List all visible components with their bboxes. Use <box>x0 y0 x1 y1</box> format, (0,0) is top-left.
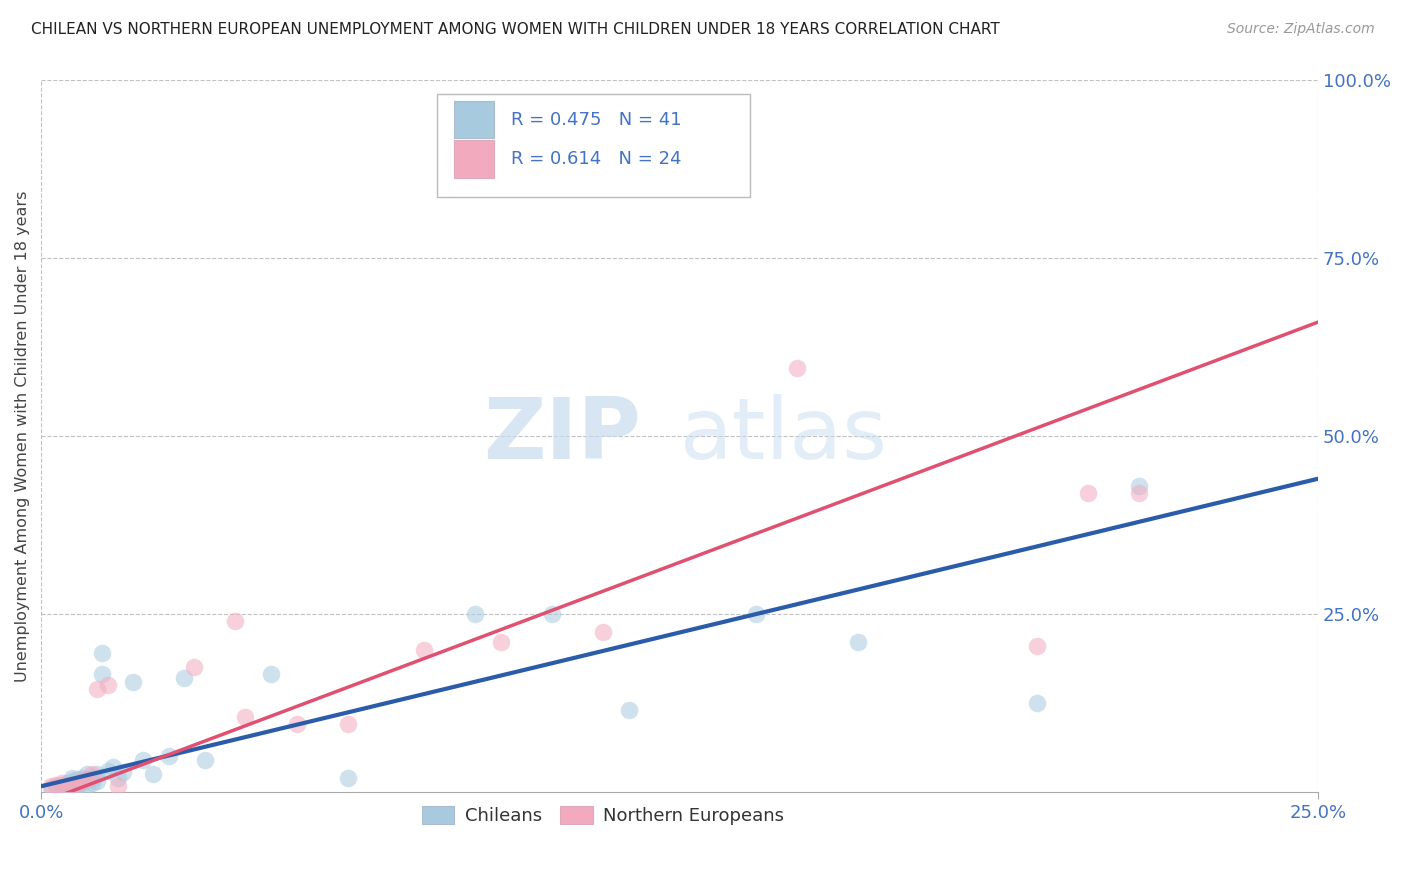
Point <box>60 771 83 785</box>
Text: CHILEAN VS NORTHERN EUROPEAN UNEMPLOYMENT AMONG WOMEN WITH CHILDREN UNDER 18 YEA: CHILEAN VS NORTHERN EUROPEAN UNEMPLOYMEN… <box>31 22 1000 37</box>
Point <box>51 778 73 792</box>
Point <box>260 667 283 681</box>
Point <box>96 678 118 692</box>
Point <box>82 776 104 790</box>
Point <box>82 771 104 785</box>
Point <box>336 771 359 785</box>
Point <box>285 717 308 731</box>
Point <box>70 771 93 785</box>
Point <box>1026 639 1049 653</box>
Point <box>1026 696 1049 710</box>
Text: ZIP: ZIP <box>484 394 641 477</box>
Point <box>86 774 108 789</box>
Y-axis label: Unemployment Among Women with Children Under 18 years: Unemployment Among Women with Children U… <box>15 190 30 681</box>
Point <box>76 779 98 793</box>
Point <box>76 772 98 786</box>
Text: Source: ZipAtlas.com: Source: ZipAtlas.com <box>1227 22 1375 37</box>
Point <box>45 779 67 793</box>
Point <box>45 778 67 792</box>
Point <box>173 671 195 685</box>
Point <box>122 674 145 689</box>
Point <box>107 771 129 785</box>
Point <box>489 635 512 649</box>
Point <box>76 767 98 781</box>
Point <box>1128 479 1150 493</box>
Point <box>91 667 114 681</box>
Point <box>745 607 768 621</box>
Point <box>96 764 118 778</box>
Point <box>541 607 564 621</box>
Point <box>55 779 77 793</box>
Point <box>51 776 73 790</box>
Point <box>111 765 134 780</box>
Point <box>235 710 257 724</box>
Point <box>55 776 77 790</box>
FancyBboxPatch shape <box>454 141 495 178</box>
Text: R = 0.614   N = 24: R = 0.614 N = 24 <box>510 150 682 168</box>
Legend: Chileans, Northern Europeans: Chileans, Northern Europeans <box>412 797 793 834</box>
Point <box>592 624 614 639</box>
FancyBboxPatch shape <box>437 95 749 197</box>
Point <box>86 767 108 781</box>
Point <box>1128 486 1150 500</box>
Point <box>55 781 77 796</box>
Point <box>70 776 93 790</box>
Point <box>848 635 870 649</box>
Point <box>76 772 98 786</box>
FancyBboxPatch shape <box>454 102 495 138</box>
Point <box>101 760 124 774</box>
Point <box>183 660 205 674</box>
Point <box>786 361 808 376</box>
Point <box>82 767 104 781</box>
Point <box>91 646 114 660</box>
Point <box>157 749 180 764</box>
Point <box>86 681 108 696</box>
Point <box>413 642 436 657</box>
Point <box>142 767 165 781</box>
Point <box>66 772 89 786</box>
Point <box>41 781 63 796</box>
Point <box>107 779 129 793</box>
Point <box>70 774 93 789</box>
Point <box>66 778 89 792</box>
Point <box>41 779 63 793</box>
Point <box>66 779 89 793</box>
Text: R = 0.475   N = 41: R = 0.475 N = 41 <box>510 111 682 128</box>
Point <box>132 753 155 767</box>
Point <box>193 753 215 767</box>
Point <box>1077 486 1099 500</box>
Point <box>464 607 486 621</box>
Point <box>224 614 246 628</box>
Point <box>60 778 83 792</box>
Point <box>60 774 83 789</box>
Text: atlas: atlas <box>679 394 887 477</box>
Point <box>70 774 93 789</box>
Point <box>66 776 89 790</box>
Point <box>336 717 359 731</box>
Point <box>617 703 640 717</box>
